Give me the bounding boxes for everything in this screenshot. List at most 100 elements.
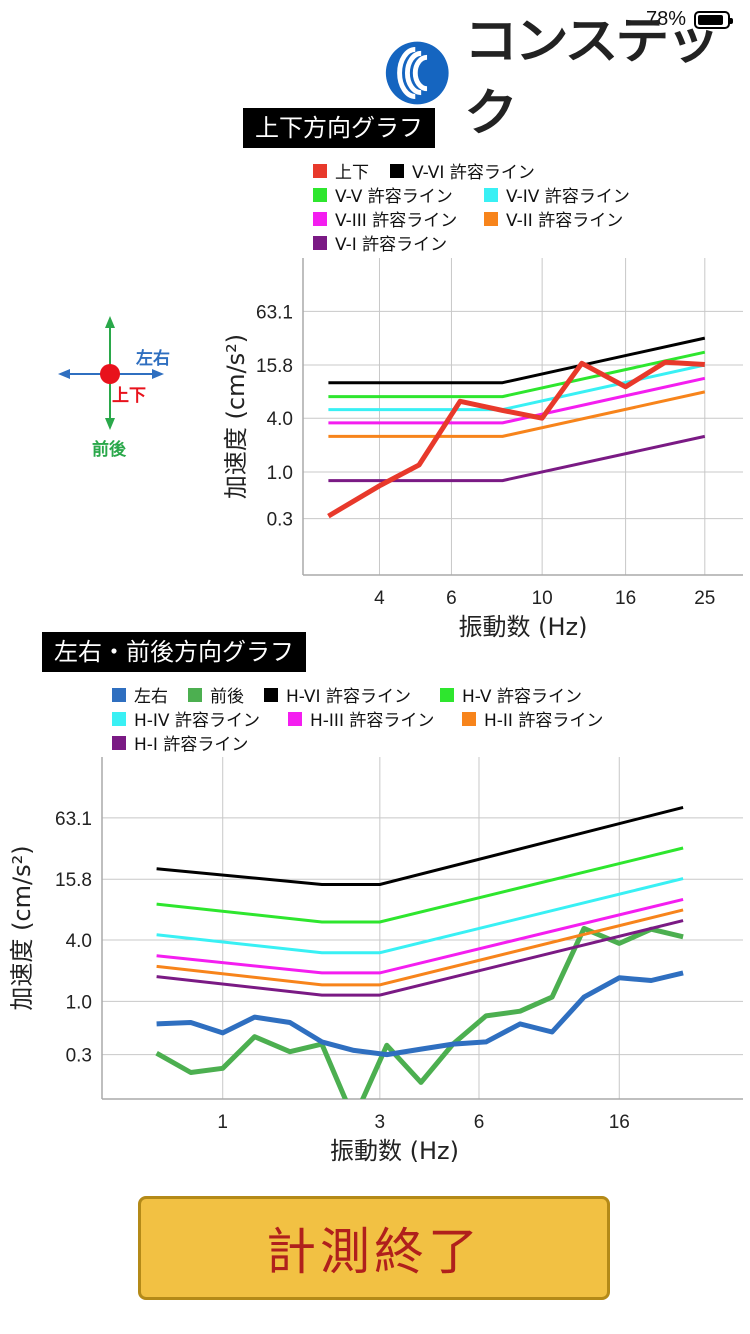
legend-swatch (313, 235, 327, 250)
legend-swatch (188, 687, 202, 702)
legend-swatch (313, 187, 327, 202)
hchart-x-tick-label: 1 (217, 1112, 228, 1133)
vertical-chart: 63.1 15.8 4.0 1.0 0.3 4 6 10 16 25 振動数 (Hz) 加速度 (cm… (222, 258, 743, 641)
legend-swatch (484, 211, 498, 226)
vchart-series-line (328, 336, 706, 385)
hchart-x-tick-label: 16 (609, 1112, 630, 1133)
brand-logo: コンステック (378, 12, 740, 142)
hchart-y-tick-label: 63.1 (55, 809, 92, 830)
legend-label: V-V 許容ライン (335, 187, 453, 207)
legend-swatch (440, 687, 454, 702)
vchart-x-tick-label: 6 (446, 588, 457, 609)
hchart-series-group (155, 805, 684, 1099)
legend-item: H-V 許容ライン (440, 682, 582, 707)
legend-swatch (112, 735, 126, 750)
vchart-y-tick-label: 1.0 (267, 463, 293, 484)
horizontal-chart: 63.1 15.8 4.0 1.0 0.3 1 3 6 16 振動数 (Hz) 加速度 (cm/s²… (8, 757, 743, 1165)
vchart-x-tick-label: 10 (532, 588, 553, 609)
direction-arrowhead-left (58, 369, 70, 379)
direction-arrowhead-down (105, 418, 115, 430)
vchart-x-tick-label: 4 (374, 588, 385, 609)
direction-arrowhead-right (152, 369, 164, 379)
direction-label-lr: 左右 (136, 348, 170, 369)
battery-icon (694, 10, 733, 29)
end-measurement-button[interactable]: 計測終了 (138, 1196, 610, 1300)
vchart-y-tick-label: 4.0 (267, 409, 293, 430)
legend-item: 前後 (188, 682, 244, 707)
hchart-y-tick-label: 15.8 (55, 870, 92, 891)
vertical-graph-title: 上下方向グラフ (243, 108, 435, 148)
legend-item: 左右 (112, 682, 168, 707)
legend-label: V-II 許容ライン (506, 211, 624, 231)
legend-swatch (313, 163, 327, 178)
direction-arrowhead-up (105, 316, 115, 328)
legend-label: H-II 許容ライン (484, 711, 604, 731)
legend-swatch (112, 687, 126, 702)
hchart-series-line (156, 897, 684, 975)
legend-swatch (484, 187, 498, 202)
legend-item: H-I 許容ライン (112, 730, 248, 755)
vchart-series-line (327, 359, 705, 519)
legend-item: V-V 許容ライン (313, 182, 453, 207)
legend-swatch (264, 687, 278, 702)
legend-item: V-IV 許容ライン (484, 182, 630, 207)
vchart-y-tick-label: 63.1 (256, 302, 293, 323)
hchart-series-line (156, 846, 684, 924)
direction-indicator: 左右 上下 前後 (58, 316, 170, 460)
hchart-series-line (156, 805, 684, 886)
vchart-series-group (327, 336, 706, 519)
horizontal-graph-title: 左右・前後方向グラフ (42, 632, 306, 672)
vchart-y-tick-label: 15.8 (256, 356, 293, 377)
legend-item: H-II 許容ライン (462, 706, 603, 731)
hchart-y-tick-label: 0.3 (66, 1046, 92, 1067)
vchart-series-line (328, 390, 706, 438)
brand-logo-icon (385, 41, 449, 105)
legend-item: H-VI 許容ライン (264, 682, 411, 707)
legend-swatch (112, 711, 126, 726)
vchart-y-axis-label: 加速度 (cm/s²) (222, 334, 250, 499)
hchart-series-line (156, 970, 684, 1058)
vchart-series-line (328, 350, 706, 399)
legend-label: H-III 許容ライン (310, 711, 435, 731)
direction-label-ud: 上下 (112, 386, 146, 406)
hchart-x-axis-label: 振動数 (Hz) (330, 1137, 459, 1165)
legend-item: H-III 許容ライン (288, 706, 434, 731)
hchart-y-axis-label: 加速度 (cm/s²) (8, 845, 36, 1010)
legend-item: V-VI 許容ライン (390, 158, 535, 183)
status-battery: 78% (645, 8, 733, 31)
legend-item: H-IV 許容ライン (112, 706, 260, 731)
vchart-series-line (328, 376, 706, 425)
hchart-x-tick-label: 3 (375, 1112, 386, 1133)
legend-label: V-III 許容ライン (335, 211, 458, 231)
vchart-x-axis-label: 振動数 (Hz) (459, 613, 588, 641)
legend-label: V-I 許容ライン (335, 235, 448, 255)
legend-swatch (288, 711, 302, 726)
legend-label: H-V 許容ライン (462, 687, 582, 707)
hchart-x-tick-label: 6 (474, 1112, 485, 1133)
vchart-x-tick-label: 16 (615, 588, 636, 609)
direction-label-fb: 前後 (92, 439, 127, 460)
legend-label: H-VI 許容ライン (286, 687, 411, 707)
legend-item: V-I 許容ライン (313, 230, 447, 255)
battery-percentage: 78% (645, 8, 686, 30)
vchart-x-tick-label: 25 (694, 588, 715, 609)
legend-label: V-VI 許容ライン (412, 163, 535, 183)
brand-logo-text: コンステック (464, 12, 720, 142)
legend-swatch (313, 211, 327, 226)
hchart-series-line (155, 925, 684, 1099)
hchart-y-tick-label: 4.0 (66, 931, 92, 952)
hchart-series-line (156, 877, 684, 955)
legend-label: H-I 許容ライン (134, 735, 249, 755)
legend-label: 左右 (134, 687, 168, 707)
direction-center-dot (100, 364, 120, 384)
legend-label: 上下 (335, 163, 369, 183)
hchart-y-tick-label: 1.0 (66, 992, 92, 1013)
legend-swatch (390, 163, 404, 178)
hchart-series-line (156, 919, 684, 997)
legend-swatch (462, 711, 476, 726)
legend-label: 前後 (210, 687, 244, 707)
legend-item: V-III 許容ライン (313, 206, 457, 231)
legend-label: V-IV 許容ライン (506, 187, 630, 207)
legend-label: H-IV 許容ライン (134, 711, 260, 731)
legend-item: V-II 許容ライン (484, 206, 623, 231)
